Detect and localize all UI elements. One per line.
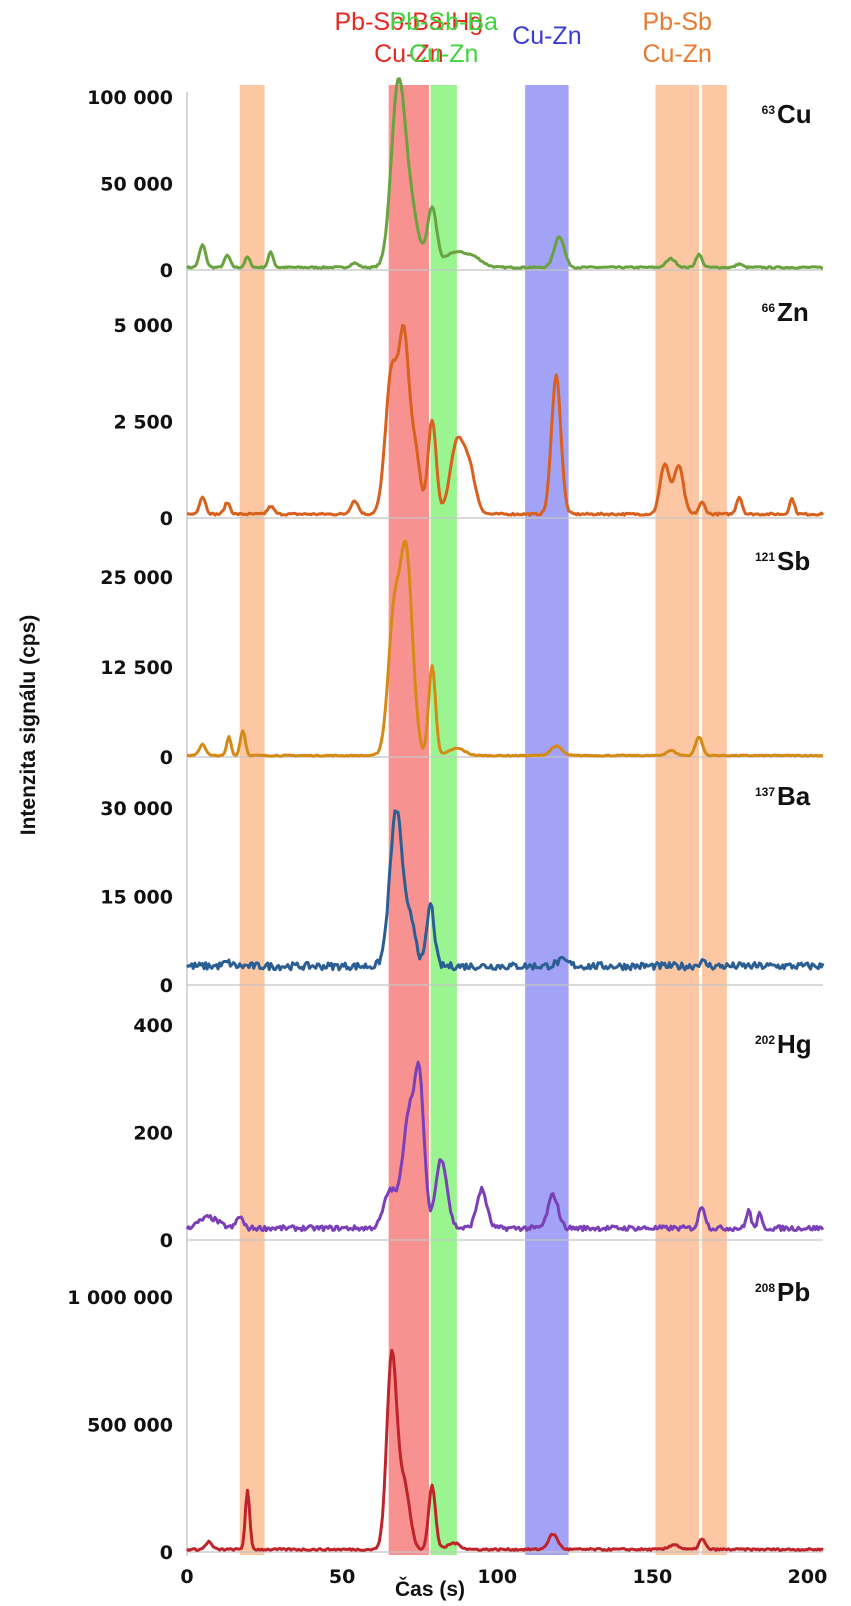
- isotope-label-pb: 208 Pb: [755, 1277, 810, 1307]
- zone-label: Pb-Sb-Ba: [390, 8, 498, 36]
- x-tick-label: 50: [329, 1566, 355, 1588]
- series-line-sb: [186, 539, 823, 758]
- x-axis-title: Čas (s): [395, 1577, 465, 1601]
- zone-band: [525, 85, 569, 1555]
- y-tick-label: 0: [160, 508, 173, 530]
- highlight-zones: [239, 85, 727, 1555]
- zone-label: Pb-Sb-Ba-Hg: [334, 8, 483, 36]
- series: [185, 77, 825, 1552]
- y-tick-label: 25 000: [100, 567, 173, 589]
- zone-band: [655, 85, 699, 1555]
- zone-band: [430, 85, 457, 1555]
- y-tick-label: 15 000: [100, 887, 173, 909]
- zone-label: Cu-Zn: [512, 22, 581, 50]
- y-tick-label: 12 500: [100, 657, 173, 679]
- isotope-element: Hg: [777, 1029, 812, 1059]
- zone-band: [702, 85, 727, 1555]
- isotope-mass: 137: [755, 785, 775, 799]
- y-tick-label: 30 000: [100, 798, 173, 820]
- series-line-ba: [185, 809, 825, 972]
- isotope-element: Cu: [777, 99, 812, 129]
- isotope-mass: 63: [762, 103, 776, 117]
- y-tick-label: 50 000: [100, 174, 173, 196]
- zone-label: Cu-Zn: [409, 40, 478, 68]
- isotope-mass: 202: [755, 1033, 775, 1047]
- y-tick-label: 500 000: [87, 1415, 173, 1437]
- y-tick-label: 0: [160, 975, 173, 997]
- isotope-element: Sb: [777, 546, 810, 576]
- y-tick-label: 5 000: [114, 315, 174, 337]
- y-tick-label: 400: [133, 1015, 173, 1037]
- zone-band: [388, 85, 429, 1555]
- zone-label: Cu-Zn: [642, 40, 711, 68]
- y-tick-label: 2 500: [114, 412, 174, 434]
- isotope-label-zn: 66 Zn: [762, 297, 809, 327]
- y-tick-label: 0: [160, 1542, 173, 1564]
- y-tick-label: 1 000 000: [67, 1287, 173, 1309]
- y-tick-label: 0: [160, 747, 173, 769]
- zone-label: Cu-Zn: [374, 40, 443, 68]
- y-tick-label: 100 000: [87, 87, 173, 109]
- isotope-label-ba: 137 Ba: [755, 781, 811, 811]
- x-tick-label: 0: [180, 1566, 193, 1588]
- series-line-zn: [186, 323, 825, 517]
- y-tick-label: 0: [160, 1230, 173, 1252]
- isotope-element: Ba: [777, 781, 811, 811]
- series-line-hg: [185, 1060, 825, 1233]
- isotope-mass: 121: [755, 550, 775, 564]
- series-line-pb: [186, 1348, 824, 1552]
- axes: [186, 92, 823, 1556]
- isotope-element: Zn: [777, 297, 809, 327]
- y-tick-label: 0: [160, 260, 173, 282]
- zone-label: Pb-Sb: [642, 8, 711, 36]
- isotope-label-sb: 121 Sb: [755, 546, 810, 576]
- y-tick-label: 200: [133, 1123, 173, 1145]
- x-tick-label: 200: [788, 1566, 828, 1588]
- x-tick-label: 150: [633, 1566, 673, 1588]
- isotope-mass: 66: [762, 301, 776, 315]
- y-axis-title: Intenzita signálu (cps): [17, 615, 40, 836]
- zone-band: [239, 85, 265, 1555]
- isotope-label-cu: 63 Cu: [762, 99, 812, 129]
- series-line-cu: [185, 77, 824, 270]
- isotope-label-hg: 202 Hg: [755, 1029, 812, 1059]
- x-tick-label: 100: [477, 1566, 517, 1588]
- isotope-mass: 208: [755, 1281, 775, 1295]
- isotope-element: Pb: [777, 1277, 810, 1307]
